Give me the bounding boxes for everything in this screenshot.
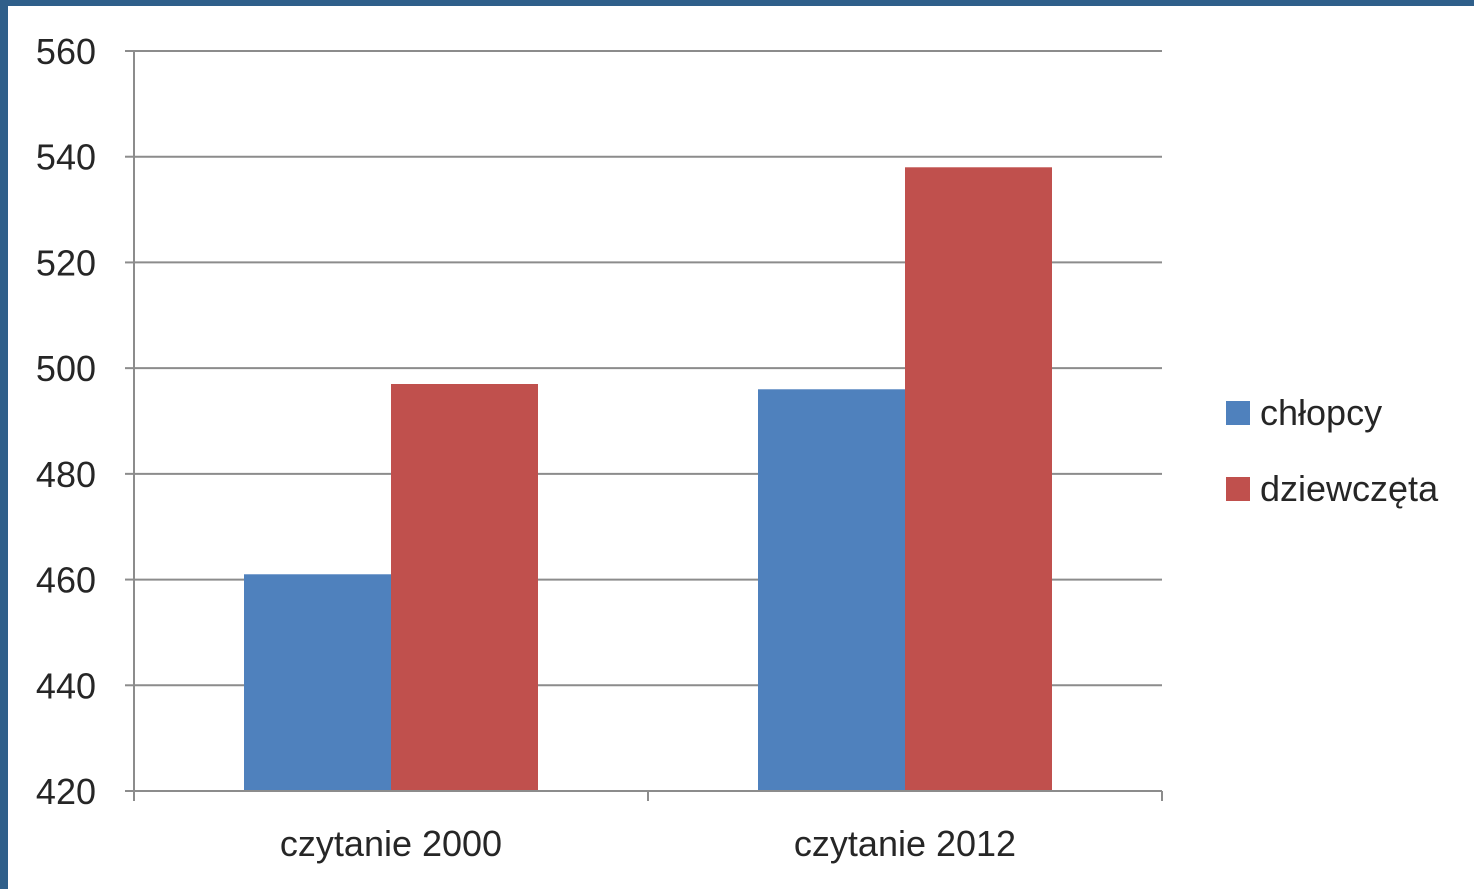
legend-swatch (1226, 401, 1250, 425)
y-tick-label: 500 (36, 348, 96, 389)
bar (391, 384, 538, 791)
legend-label: dziewczęta (1260, 468, 1439, 509)
y-tick-label: 520 (36, 242, 96, 283)
legend-swatch (1226, 477, 1250, 501)
y-tick-label: 420 (36, 771, 96, 812)
y-tick-label: 540 (36, 137, 96, 178)
bar (905, 167, 1052, 792)
x-tick-labels: czytanie 2000 czytanie 2012 (280, 823, 1016, 864)
bars (244, 167, 1052, 792)
legend: chłopcy dziewczęta (1226, 392, 1439, 509)
x-tick-label: czytanie 2012 (794, 823, 1016, 864)
bar (758, 389, 905, 791)
y-tick-label: 440 (36, 665, 96, 706)
x-tick-label: czytanie 2000 (280, 823, 502, 864)
chart-frame: 420 440 460 480 500 520 540 560 czytanie 2000 cz… (8, 6, 1474, 889)
y-tick-labels: 420 440 460 480 500 520 540 560 (36, 31, 96, 812)
y-tick-label: 480 (36, 454, 96, 495)
legend-label: chłopcy (1260, 392, 1382, 433)
axes (125, 50, 1163, 801)
y-tick-label: 460 (36, 560, 96, 601)
y-tick-label: 560 (36, 31, 96, 72)
bar (244, 574, 391, 791)
